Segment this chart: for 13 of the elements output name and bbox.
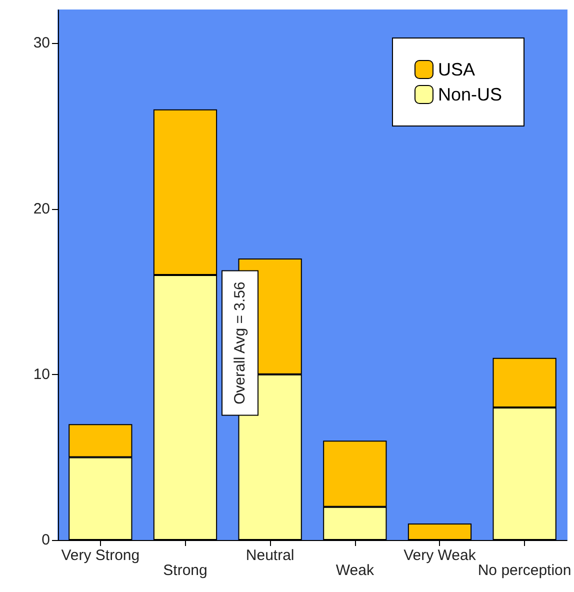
- legend-label: Non-US: [438, 84, 502, 104]
- x-tick-label: No perception: [478, 562, 572, 579]
- x-tick-label: Very Strong: [61, 547, 140, 564]
- y-tick-label: 20: [33, 200, 50, 218]
- legend-label: USA: [438, 60, 475, 80]
- y-tick-label: 10: [33, 366, 50, 383]
- x-tick-label: Strong: [163, 562, 208, 579]
- x-tick-label: Weak: [336, 562, 374, 579]
- annotation: Overall Avg = 3.56: [232, 282, 248, 404]
- x-tick-label: Neutral: [246, 547, 294, 564]
- x-tick-label: Very Weak: [404, 547, 476, 564]
- y-tick-label: 0: [42, 532, 50, 548]
- y-tick-label: 30: [33, 34, 50, 52]
